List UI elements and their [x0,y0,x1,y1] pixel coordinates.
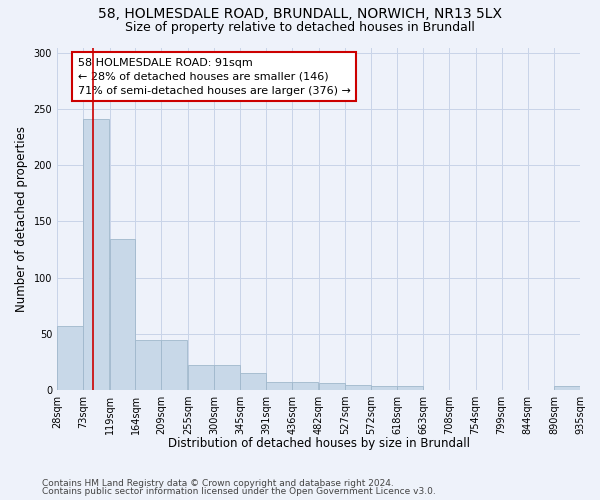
Text: 58 HOLMESDALE ROAD: 91sqm
← 28% of detached houses are smaller (146)
71% of semi: 58 HOLMESDALE ROAD: 91sqm ← 28% of detac… [78,58,351,96]
Text: Size of property relative to detached houses in Brundall: Size of property relative to detached ho… [125,21,475,34]
Bar [57,326,83,390]
Bar [240,373,266,390]
Bar [110,240,136,390]
Text: Contains HM Land Registry data © Crown copyright and database right 2024.: Contains HM Land Registry data © Crown c… [42,478,394,488]
Bar [319,383,345,390]
Text: 58, HOLMESDALE ROAD, BRUNDALL, NORWICH, NR13 5LX: 58, HOLMESDALE ROAD, BRUNDALL, NORWICH, … [98,8,502,22]
Y-axis label: Number of detached properties: Number of detached properties [15,126,28,312]
Bar [371,386,397,390]
Bar [292,382,318,390]
Bar [83,120,109,390]
Bar [136,340,161,390]
Bar [161,340,187,390]
Bar [554,386,580,390]
Bar [188,365,214,390]
X-axis label: Distribution of detached houses by size in Brundall: Distribution of detached houses by size … [167,437,470,450]
Bar [266,382,292,390]
Text: Contains public sector information licensed under the Open Government Licence v3: Contains public sector information licen… [42,488,436,496]
Bar [397,386,423,390]
Bar [214,365,240,390]
Bar [345,386,371,390]
